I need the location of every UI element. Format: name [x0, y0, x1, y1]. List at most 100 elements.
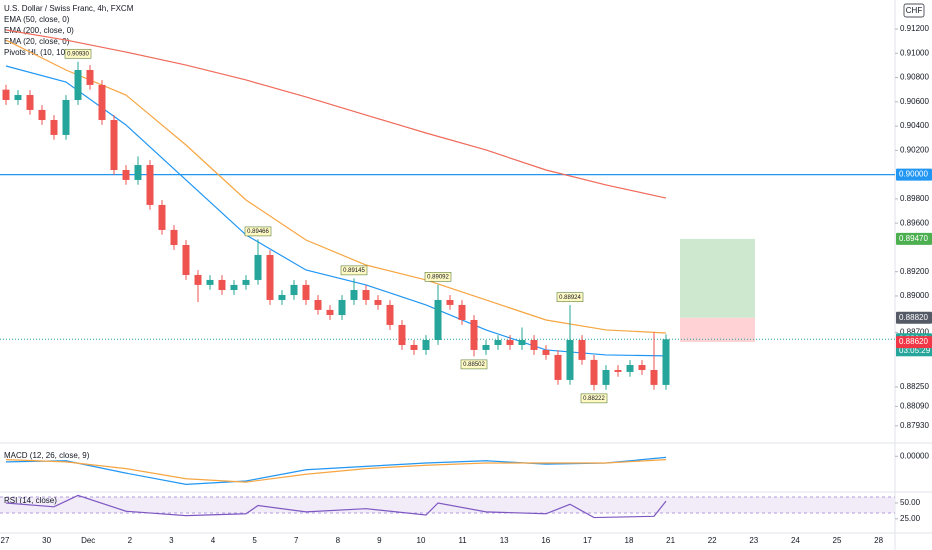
candle-body	[170, 229, 178, 245]
currency-badge[interactable]	[903, 3, 925, 18]
candle-body	[434, 299, 442, 341]
x-tick-label: 18	[625, 536, 634, 545]
profit-zone	[680, 238, 755, 318]
entry-tag	[896, 311, 932, 324]
candle-body	[494, 340, 502, 345]
candle-body	[146, 165, 154, 205]
x-tick-label: 2	[128, 536, 133, 545]
indicator-label: RSI (14, close)	[4, 496, 57, 505]
y-tick-label: 0.88090	[900, 401, 929, 410]
indicator-label: EMA (20, close, 0)	[4, 37, 70, 46]
candle-body	[158, 204, 166, 230]
y-tick-label: 0.89000	[900, 291, 929, 300]
indicator-line	[5, 65, 667, 357]
y-tick-label: 0.88250	[900, 382, 929, 391]
candle-body	[362, 290, 370, 300]
y-tick-label: 0.90400	[900, 121, 929, 130]
candle-body	[314, 299, 322, 310]
y-tick-label: 0.89600	[900, 218, 929, 227]
pivot-box	[580, 393, 608, 404]
loss-zone	[680, 317, 755, 343]
chart-title: U.S. Dollar / Swiss Franc, 4h, FXCM	[4, 4, 134, 13]
y-tick-label: 0.87930	[900, 421, 929, 430]
candle-body	[206, 279, 214, 285]
indicator-line	[5, 456, 667, 485]
candle-body	[254, 254, 262, 280]
candle-body	[446, 299, 454, 305]
currency-label: CHF	[906, 6, 923, 15]
y-tick-label: 0.90600	[900, 97, 929, 106]
x-tick-label: 17	[583, 536, 592, 545]
indicator-label: MACD (12, 26, close, 9)	[4, 451, 90, 460]
pivot-label: 0.89145	[343, 268, 365, 274]
line-tag-label: 0.90000	[899, 170, 928, 179]
candle-body	[518, 340, 526, 345]
candle-body	[98, 84, 106, 121]
x-tick-label: 5	[252, 536, 257, 545]
candle-body	[194, 274, 202, 285]
entry-tag-label: 0.88820	[899, 313, 928, 322]
x-tick-label: 24	[791, 536, 800, 545]
candle-body	[302, 284, 310, 300]
y-tick-label: 50.00	[900, 498, 921, 507]
x-tick-label: 7	[294, 536, 299, 545]
pivot-box	[556, 292, 584, 302]
candle-body	[662, 339, 670, 385]
candle-body	[74, 70, 82, 100]
candle-body	[62, 99, 70, 135]
y-tick-label: 0.91200	[900, 24, 929, 33]
y-tick-label: 0.00000	[900, 451, 929, 460]
candle-body	[422, 340, 430, 350]
candle-body	[650, 369, 658, 385]
pivot-box	[340, 265, 368, 276]
x-tick-label: 28	[874, 536, 883, 545]
candle-body	[134, 165, 142, 180]
y-tick-label: 25.00	[900, 514, 921, 523]
candle-body	[554, 354, 562, 380]
candle-body	[626, 365, 634, 372]
candle-body	[122, 170, 130, 180]
candle-body	[590, 359, 598, 385]
x-tick-label: 21	[666, 536, 675, 545]
candle-body	[86, 70, 94, 85]
stop-tag-label: 0.88620	[899, 337, 928, 346]
y-tick-label: 0.89200	[900, 267, 929, 276]
pivot-label: 0.89466	[247, 229, 269, 235]
pivot-label: 0.88924	[559, 295, 581, 301]
x-tick-label: 22	[708, 536, 717, 545]
candle-body	[182, 244, 190, 275]
y-tick-label: 0.89800	[900, 194, 929, 203]
pivot-label: 0.88502	[463, 362, 485, 368]
pivot-box	[244, 226, 272, 237]
indicator-line	[5, 494, 667, 519]
candle-body	[374, 299, 382, 305]
x-tick-label: 3	[169, 536, 174, 545]
candle-body	[470, 319, 478, 350]
pivot-label: 0.88222	[583, 396, 605, 402]
x-tick-label: 16	[541, 536, 550, 545]
y-tick-label: 0.90200	[900, 145, 929, 154]
pivot-label: 0.89092	[427, 274, 449, 280]
candle-body	[458, 304, 466, 320]
candle-body	[50, 120, 58, 135]
candle-body	[506, 340, 514, 345]
indicator-line	[5, 39, 667, 334]
target-tag	[896, 232, 932, 245]
x-tick-label: 9	[377, 536, 382, 545]
pivot-box	[64, 48, 92, 59]
indicator-label: EMA (200, close, 0)	[4, 26, 74, 35]
candle-body	[614, 369, 622, 372]
candle-body	[26, 95, 34, 110]
candle-body	[482, 344, 490, 350]
countdown-bg	[896, 345, 932, 357]
pivot-label: 0.90930	[67, 51, 89, 57]
candle-body	[398, 324, 406, 345]
y-tick-label: 0.90800	[900, 73, 929, 82]
candle-body	[386, 304, 394, 325]
candle-body	[410, 344, 418, 350]
candle-body	[242, 279, 250, 285]
y-tick-label: 0.91000	[900, 48, 929, 57]
candle-body	[266, 254, 274, 300]
